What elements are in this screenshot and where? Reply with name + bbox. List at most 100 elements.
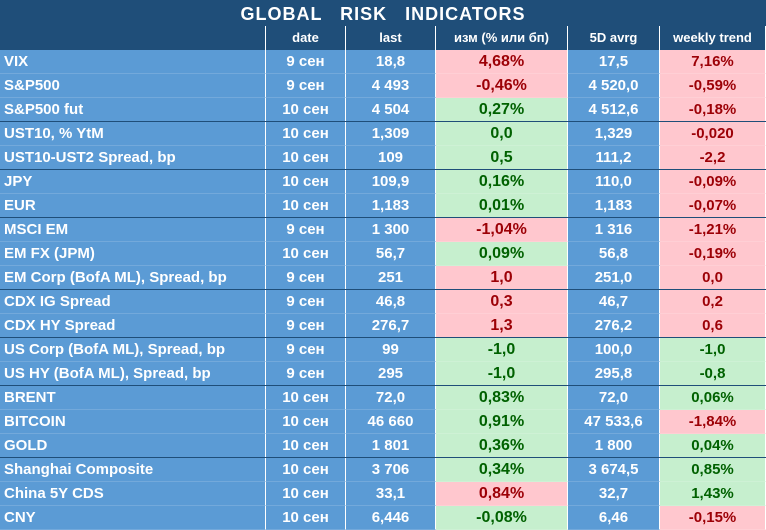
row-date: 10 сен (266, 170, 346, 194)
row-5d-avg: 1 316 (568, 218, 660, 242)
row-5d-avg: 56,8 (568, 242, 660, 266)
row-last: 3 706 (346, 458, 436, 482)
row-name: US HY (BofA ML), Spread, bp (0, 362, 266, 386)
row-name: BRENT (0, 386, 266, 410)
row-weekly-trend: 0,85% (660, 458, 766, 482)
row-name: BITCOIN (0, 410, 266, 434)
table-row: BITCOIN 10 сен 46 660 0,91% 47 533,6 -1,84% (0, 410, 766, 434)
table-row: JPY 10 сен 109,9 0,16% 110,0 -0,09% (0, 170, 766, 194)
row-last: 46 660 (346, 410, 436, 434)
row-5d-avg: 100,0 (568, 338, 660, 362)
row-name: UST10-UST2 Spread, bp (0, 146, 266, 170)
row-date: 9 сен (266, 266, 346, 290)
row-weekly-trend: -0,8 (660, 362, 766, 386)
row-weekly-trend: -0,18% (660, 98, 766, 122)
row-change: 0,3 (436, 290, 568, 314)
row-5d-avg: 1,183 (568, 194, 660, 218)
row-last: 46,8 (346, 290, 436, 314)
row-change: 1,3 (436, 314, 568, 338)
row-5d-avg: 295,8 (568, 362, 660, 386)
row-change: -1,0 (436, 338, 568, 362)
row-date: 10 сен (266, 434, 346, 458)
row-change: 4,68% (436, 50, 568, 74)
header-change: изм (% или бп) (436, 26, 568, 50)
row-name: EM FX (JPM) (0, 242, 266, 266)
row-date: 10 сен (266, 410, 346, 434)
row-change: -1,04% (436, 218, 568, 242)
row-change: -0,08% (436, 506, 568, 530)
row-name: GOLD (0, 434, 266, 458)
row-date: 10 сен (266, 386, 346, 410)
table-row: GOLD 10 сен 1 801 0,36% 1 800 0,04% (0, 434, 766, 458)
table-row: Shanghai Composite 10 сен 3 706 0,34% 3 674,… (0, 458, 766, 482)
table-row: EUR 10 сен 1,183 0,01% 1,183 -0,07% (0, 194, 766, 218)
row-date: 9 сен (266, 362, 346, 386)
table-row: EM Corp (BofA ML), Spread, bp 9 сен 251 1,0… (0, 266, 766, 290)
row-5d-avg: 72,0 (568, 386, 660, 410)
row-change: 1,0 (436, 266, 568, 290)
row-date: 10 сен (266, 242, 346, 266)
table-row: S&P500 9 сен 4 493 -0,46% 4 520,0 -0,59% (0, 74, 766, 98)
header-name (0, 26, 266, 50)
row-weekly-trend: -0,15% (660, 506, 766, 530)
row-change: 0,01% (436, 194, 568, 218)
row-weekly-trend: 0,06% (660, 386, 766, 410)
row-weekly-trend: -0,09% (660, 170, 766, 194)
row-last: 6,446 (346, 506, 436, 530)
row-weekly-trend: -0,59% (660, 74, 766, 98)
row-change: 0,09% (436, 242, 568, 266)
row-last: 109 (346, 146, 436, 170)
row-weekly-trend: -0,07% (660, 194, 766, 218)
row-name: Shanghai Composite (0, 458, 266, 482)
row-weekly-trend: -2,2 (660, 146, 766, 170)
row-name: EM Corp (BofA ML), Spread, bp (0, 266, 266, 290)
row-date: 10 сен (266, 146, 346, 170)
row-last: 109,9 (346, 170, 436, 194)
header-date: date (266, 26, 346, 50)
row-last: 99 (346, 338, 436, 362)
row-change: 0,0 (436, 122, 568, 146)
row-name: CNY (0, 506, 266, 530)
row-5d-avg: 251,0 (568, 266, 660, 290)
header-last: last (346, 26, 436, 50)
row-change: 0,83% (436, 386, 568, 410)
row-5d-avg: 17,5 (568, 50, 660, 74)
table-title: GLOBAL RISK INDICATORS (0, 0, 766, 26)
row-name: UST10, % YtM (0, 122, 266, 146)
table-row: UST10-UST2 Spread, bp 10 сен 109 0,5 111,2 -2… (0, 146, 766, 170)
row-weekly-trend: -1,84% (660, 410, 766, 434)
row-last: 72,0 (346, 386, 436, 410)
row-name: JPY (0, 170, 266, 194)
row-date: 10 сен (266, 98, 346, 122)
row-weekly-trend: -0,020 (660, 122, 766, 146)
row-last: 33,1 (346, 482, 436, 506)
row-date: 10 сен (266, 122, 346, 146)
table-row: S&P500 fut 10 сен 4 504 0,27% 4 512,6 -0,18% (0, 98, 766, 122)
row-name: S&P500 (0, 74, 266, 98)
table-row: China 5Y CDS 10 сен 33,1 0,84% 32,7 1,43% (0, 482, 766, 506)
table-row: MSCI EM 9 сен 1 300 -1,04% 1 316 -1,21% (0, 218, 766, 242)
row-name: CDX IG Spread (0, 290, 266, 314)
table-row: US Corp (BofA ML), Spread, bp 9 сен 99 -1,0… (0, 338, 766, 362)
row-date: 9 сен (266, 338, 346, 362)
row-name: CDX HY Spread (0, 314, 266, 338)
row-date: 9 сен (266, 74, 346, 98)
header-5d-avg: 5D avrg (568, 26, 660, 50)
row-change: 0,91% (436, 410, 568, 434)
row-5d-avg: 46,7 (568, 290, 660, 314)
row-5d-avg: 32,7 (568, 482, 660, 506)
row-weekly-trend: 7,16% (660, 50, 766, 74)
row-change: 0,34% (436, 458, 568, 482)
row-date: 10 сен (266, 482, 346, 506)
row-date: 10 сен (266, 194, 346, 218)
row-weekly-trend: 0,04% (660, 434, 766, 458)
row-last: 276,7 (346, 314, 436, 338)
table-row: BRENT 10 сен 72,0 0,83% 72,0 0,06% (0, 386, 766, 410)
row-date: 10 сен (266, 458, 346, 482)
row-5d-avg: 110,0 (568, 170, 660, 194)
row-last: 1 300 (346, 218, 436, 242)
row-change: 0,36% (436, 434, 568, 458)
row-change: 0,84% (436, 482, 568, 506)
row-name: EUR (0, 194, 266, 218)
